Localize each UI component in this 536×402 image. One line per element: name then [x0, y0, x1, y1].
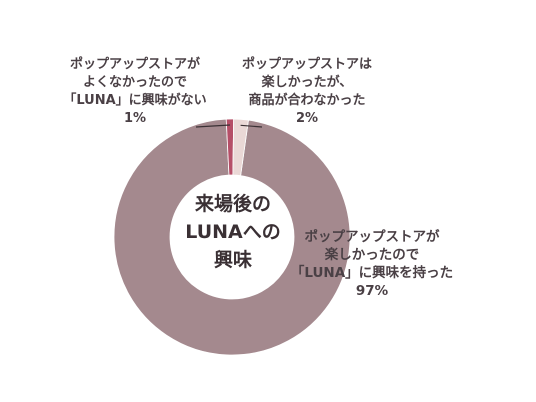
slice-label-line: ポップアップストアは	[241, 57, 372, 72]
slice-value-label: 1%	[123, 111, 147, 126]
slice-label-line: ポップアップストアが	[304, 229, 440, 245]
slice-label-line: よくなかったので	[82, 75, 187, 90]
slice-label-line: 「LUNA」に興味を持った	[290, 265, 454, 281]
leader-line-product-mismatch	[240, 124, 263, 128]
slice-label-line: 商品が合わなかった	[248, 93, 366, 108]
center-line-3: 興味	[213, 249, 252, 271]
leader-line-dislike	[195, 124, 231, 128]
slice-label-line: ポップアップストアが	[69, 57, 200, 72]
center-line-1: 来場後の	[194, 193, 271, 215]
center-line-2: LUNAへの	[185, 221, 281, 243]
slice-label-dislike: ポップアップストアが よくなかったので 「LUNA」に興味がない 1%	[60, 56, 210, 128]
slice-label-line: 楽しかったが、	[261, 75, 353, 90]
slice-value-label: 97%	[355, 283, 389, 299]
slice-label-line: 楽しかったので	[324, 247, 420, 263]
slice-product-mismatch	[232, 118, 249, 177]
slice-label-interested: ポップアップストアが 楽しかったので 「LUNA」に興味を持った 97%	[282, 228, 462, 300]
slice-label-product-mismatch: ポップアップストアは 楽しかったが、 商品が合わなかった 2%	[232, 56, 382, 128]
center-label: 来場後の LUNAへの 興味	[168, 190, 298, 274]
slice-label-line: 「LUNA」に興味がない	[63, 93, 207, 108]
slice-interested	[113, 118, 351, 356]
slice-value-label: 2%	[295, 111, 319, 126]
